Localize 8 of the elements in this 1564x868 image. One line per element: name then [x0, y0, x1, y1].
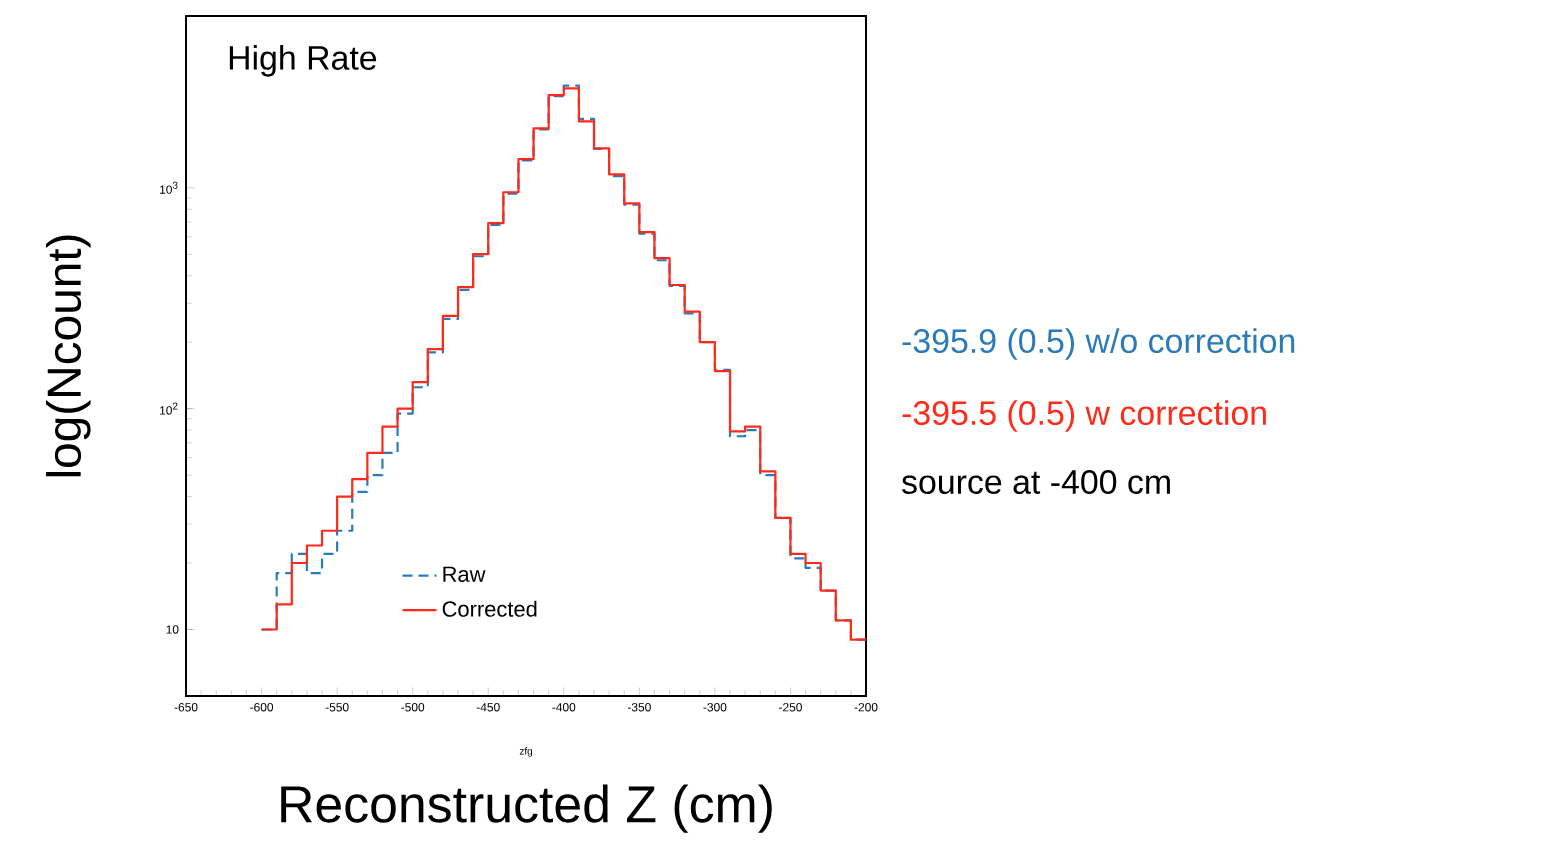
text: High Rate: [229, 45, 377, 77]
y-axis-title: log(Ncount): [46, 235, 91, 477]
x-axis-title: Reconstructed Z (cm): [281, 784, 772, 833]
source-note: source at -400 cm: [902, 469, 1170, 494]
legend-label: Corrected: [442, 600, 537, 617]
text: -395.5 (0.5) w correction: [902, 400, 1266, 432]
text: -395.9 (0.5) w/o correction: [902, 328, 1295, 360]
legend-label: Raw: [443, 566, 486, 582]
